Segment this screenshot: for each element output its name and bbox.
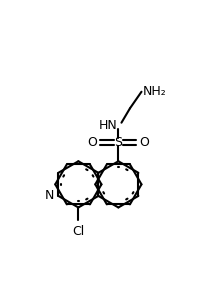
Text: HN: HN (99, 119, 118, 131)
Text: N: N (44, 190, 54, 202)
Text: S: S (114, 136, 122, 149)
Text: NH₂: NH₂ (143, 85, 167, 98)
Text: O: O (88, 136, 98, 149)
Text: Cl: Cl (72, 225, 84, 238)
Text: O: O (139, 136, 149, 149)
